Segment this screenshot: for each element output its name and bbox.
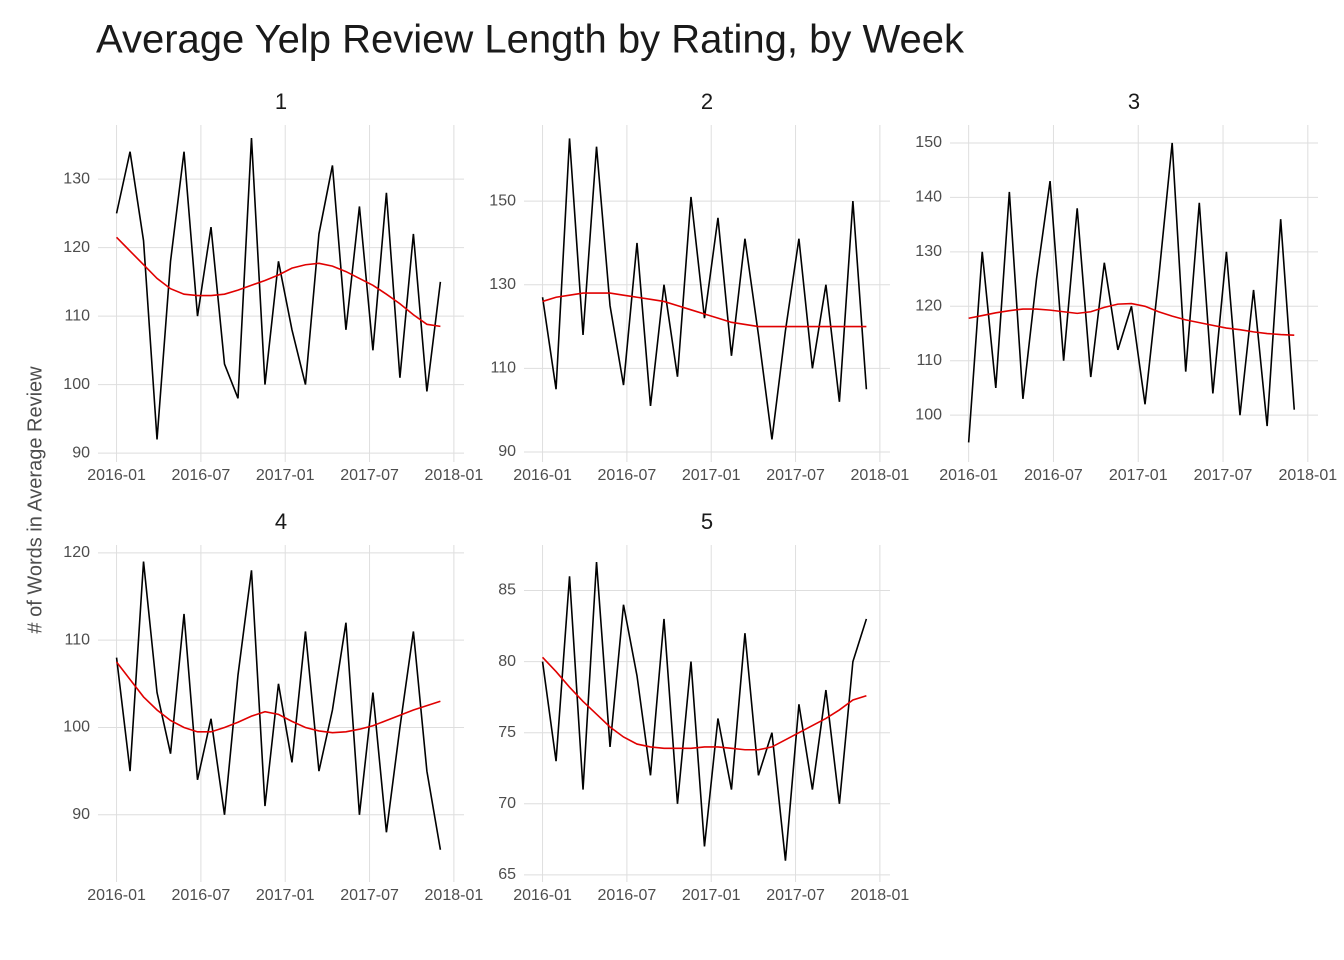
series-line: [967, 142, 1296, 443]
x-tick-label: 2016-07: [598, 467, 657, 484]
y-tick-label: 100: [63, 719, 90, 736]
x-tick-label: 2016-01: [939, 467, 998, 484]
y-tick-label: 110: [490, 360, 516, 377]
y-tick-label: 80: [498, 653, 516, 670]
x-tick-label: 2017-07: [340, 467, 399, 484]
panel-title: 4: [275, 509, 287, 534]
y-tick-label: 120: [63, 239, 90, 256]
chart-title: Average Yelp Review Length by Rating, by…: [96, 18, 965, 62]
panel-title: 1: [275, 89, 287, 114]
series-line: [541, 138, 868, 440]
x-tick-label: 2017-07: [340, 887, 399, 904]
panel-title: 2: [701, 89, 713, 114]
x-tick-label: 2016-01: [513, 467, 572, 484]
series-line: [968, 302, 1295, 336]
x-tick-label: 2017-01: [1109, 467, 1168, 484]
x-tick-label: 2016-07: [172, 887, 231, 904]
x-tick-label: 2017-07: [766, 467, 825, 484]
y-tick-label: 120: [63, 544, 90, 561]
y-tick-label: 90: [72, 806, 90, 823]
series-line: [115, 137, 442, 440]
x-tick-label: 2018-01: [425, 887, 484, 904]
y-tick-label: 90: [498, 443, 516, 460]
panel-title: 5: [701, 509, 713, 534]
x-tick-label: 2016-07: [1024, 467, 1083, 484]
y-tick-label: 65: [498, 866, 516, 883]
series-line: [542, 292, 867, 328]
x-tick-label: 2018-01: [851, 467, 910, 484]
x-tick-label: 2017-01: [682, 887, 741, 904]
x-tick-label: 2018-01: [1278, 467, 1337, 484]
y-tick-label: 120: [915, 298, 942, 315]
series-line: [115, 561, 442, 850]
x-tick-label: 2016-01: [87, 467, 146, 484]
series-line: [541, 562, 868, 861]
x-tick-label: 2017-07: [766, 887, 825, 904]
series-line: [541, 656, 867, 751]
panel-title: 3: [1128, 89, 1140, 114]
y-tick-label: 110: [916, 352, 942, 369]
y-tick-label: 130: [489, 276, 516, 293]
x-tick-label: 2018-01: [425, 467, 484, 484]
x-tick-label: 2016-07: [598, 887, 657, 904]
y-tick-label: 140: [915, 189, 942, 206]
x-tick-label: 2017-01: [256, 467, 315, 484]
y-tick-label: 110: [64, 631, 90, 648]
x-tick-label: 2016-07: [172, 467, 231, 484]
y-tick-label: 85: [498, 582, 516, 599]
x-tick-label: 2017-07: [1194, 467, 1253, 484]
y-tick-label: 70: [498, 795, 516, 812]
series-line: [115, 661, 441, 734]
y-tick-label: 100: [915, 406, 942, 423]
series-line: [115, 236, 441, 328]
y-tick-label: 75: [498, 724, 516, 741]
y-tick-label: 130: [915, 243, 942, 260]
x-tick-label: 2016-01: [87, 887, 146, 904]
y-tick-label: 110: [64, 307, 90, 324]
x-tick-label: 2016-01: [513, 887, 572, 904]
y-tick-label: 130: [63, 170, 90, 187]
y-tick-label: 150: [915, 134, 942, 151]
x-tick-label: 2017-01: [256, 887, 315, 904]
y-axis-label: # of Words in Average Review: [24, 366, 46, 634]
y-tick-label: 150: [489, 192, 516, 209]
y-tick-label: 100: [63, 376, 90, 393]
y-tick-label: 90: [72, 444, 90, 461]
x-tick-label: 2017-01: [682, 467, 741, 484]
x-tick-label: 2018-01: [851, 887, 910, 904]
